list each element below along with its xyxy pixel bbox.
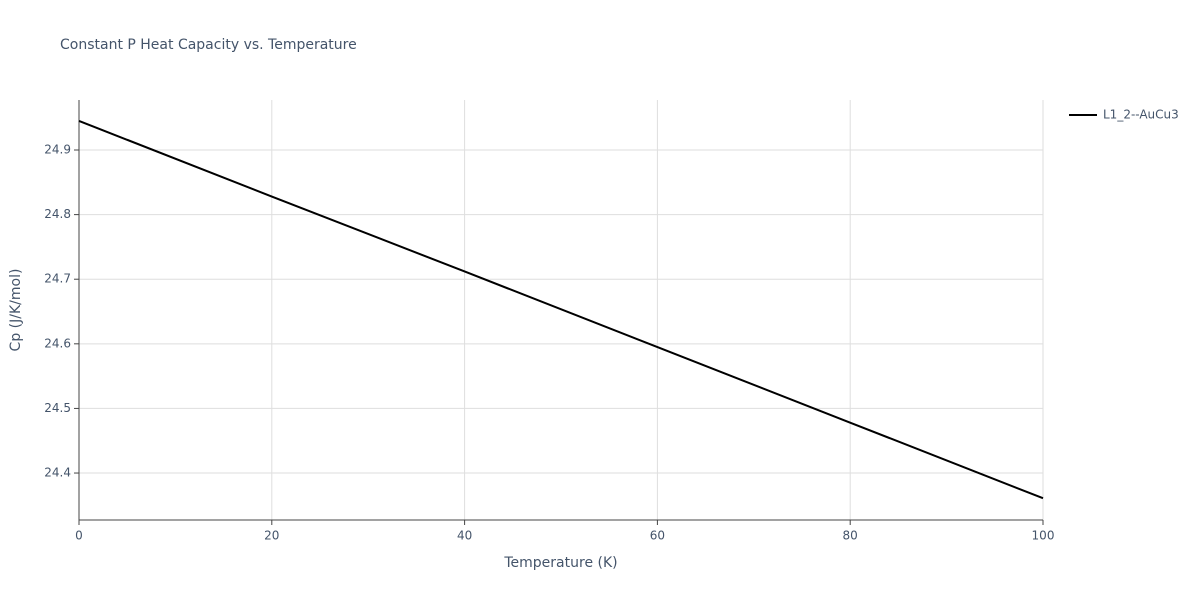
- x-axis-title: Temperature (K): [503, 555, 617, 571]
- x-tick-label: 60: [650, 529, 665, 543]
- data-line: [78, 120, 1044, 500]
- chart-title: Constant P Heat Capacity vs. Temperature: [60, 37, 357, 53]
- y-axis-title: Cp (J/K/mol): [8, 269, 24, 352]
- y-tick-label: 24.7: [44, 272, 71, 286]
- x-tick-label: 80: [843, 529, 858, 543]
- legend-label: L1_2--AuCu3: [1103, 108, 1179, 122]
- y-tick-label: 24.4: [44, 466, 71, 480]
- x-tick-label: 100: [1032, 529, 1055, 543]
- x-tick-label: 40: [457, 529, 472, 543]
- y-tick-label: 24.5: [44, 401, 71, 415]
- x-tick-label: 20: [264, 529, 279, 543]
- y-tick-label: 24.9: [44, 143, 71, 157]
- y-tick-label: 24.6: [44, 336, 71, 350]
- y-tick-label: 24.8: [44, 207, 71, 221]
- x-tick-label: 0: [75, 529, 83, 543]
